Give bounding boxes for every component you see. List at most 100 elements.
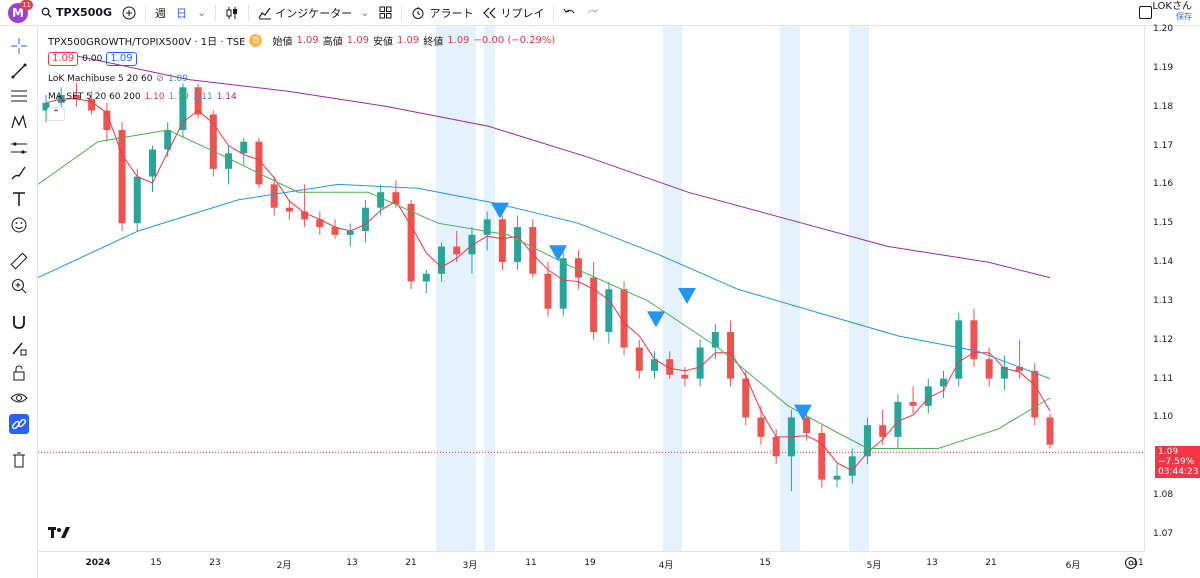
time-tick: 15 (150, 558, 162, 568)
top-toolbar: M 11 TPX500G 週 日 ⌄ インジケーター ⌄ (0, 0, 1200, 26)
redo-button[interactable] (581, 0, 604, 26)
projection-tool[interactable] (9, 138, 29, 158)
magnet-icon (13, 316, 25, 329)
chart-type-button[interactable] (220, 0, 244, 26)
candle-body (879, 425, 887, 437)
series-legend: TPX500GROWTH/TOPIX500V · 1日 · TSE D 始値 1.… (48, 33, 555, 48)
last-price-last-price: 1.09 (1158, 447, 1179, 458)
delete-tool[interactable] (9, 450, 29, 470)
hide-tool[interactable] (9, 388, 29, 408)
time-tick: 15 (759, 558, 771, 568)
eye-icon (10, 393, 28, 403)
settings-icon[interactable] (1124, 556, 1138, 570)
tv-logo-icon (48, 527, 70, 538)
replay-label: リプレイ (500, 6, 545, 20)
candle-body (863, 425, 871, 457)
crosshair-icon (11, 38, 27, 54)
replay-button[interactable]: リプレイ (478, 0, 549, 26)
candle-body (803, 417, 811, 433)
candle-body (772, 436, 780, 457)
interval-week[interactable]: 週 (155, 6, 167, 20)
candle-body (894, 401, 902, 437)
brush-tool[interactable] (9, 163, 29, 183)
undo-icon (564, 8, 575, 14)
candle-body (833, 475, 841, 480)
candle-body (985, 359, 993, 379)
undo-button[interactable] (558, 0, 581, 26)
interval-dropdown[interactable]: ⌄ (192, 0, 211, 26)
trendline-tool[interactable] (9, 61, 29, 81)
user-menu[interactable]: LOKさん 保存 (1152, 2, 1192, 22)
ma5-line (45, 98, 1051, 472)
candle-body (605, 289, 613, 332)
candle-body (438, 246, 446, 274)
chevron-up-icon: ⌃ (52, 109, 60, 119)
crosshair-tool[interactable] (9, 36, 29, 56)
indicators-label: インジケーター (275, 6, 353, 20)
change-value: −0.00 (−0.29%) (473, 35, 556, 46)
indicators-button[interactable]: インジケーター ⌄ (253, 0, 374, 26)
alert-button[interactable]: アラート (406, 0, 478, 26)
grid-icon (379, 6, 392, 19)
time-axis[interactable]: 2024 15 23 2月 13 21 3月 11 19 4月 15 5月 13 21 6月 11 (38, 551, 1144, 578)
interval-day[interactable]: 日 (176, 6, 188, 20)
divider (553, 4, 555, 21)
candle-body (483, 219, 491, 235)
candle-body (635, 347, 643, 371)
divider (215, 4, 217, 21)
candle-body (1000, 366, 1008, 379)
price-tick: 1.20 (1153, 24, 1174, 34)
emoji-tool[interactable] (9, 215, 29, 235)
candle-body (133, 176, 141, 224)
pattern-tool[interactable] (9, 112, 29, 132)
candle-body (924, 386, 932, 406)
candle-body (498, 219, 506, 263)
lock-drawing-tool[interactable] (9, 338, 29, 358)
collapse-legend-button[interactable]: ⌃ (47, 107, 65, 121)
compare-button[interactable] (117, 0, 141, 26)
candle-body (696, 347, 704, 379)
drawing-toolbar (0, 26, 38, 578)
candle-body (331, 227, 339, 235)
time-tick: 3月 (462, 561, 478, 571)
candle-body (666, 359, 674, 375)
projection-icon (11, 142, 27, 154)
text-tool[interactable] (9, 189, 29, 209)
buy-button[interactable]: 1.09 (106, 52, 137, 66)
open-value: 1.09 (296, 35, 319, 46)
series-title[interactable]: TPX500GROWTH/TOPIX500V · 1日 · TSE (48, 37, 246, 48)
candle-body (346, 231, 354, 235)
indicator-2-legend[interactable]: MA_SET 5 20 60 200 1.10 1.10 1.11 1.14 (48, 92, 237, 102)
spread-value: 0.00 (82, 54, 103, 64)
chevron-down-icon: ⌄ (360, 6, 370, 19)
layouts-button[interactable] (374, 0, 397, 26)
candle-body (742, 378, 750, 418)
price-axis[interactable]: 1.20 1.19 1.18 1.17 1.16 1.15 1.14 1.13 1.12 1.11… (1144, 24, 1200, 551)
candle-body (225, 153, 233, 169)
price-chart[interactable] (38, 26, 1144, 551)
fullscreen-checkbox[interactable] (1139, 6, 1152, 19)
last-price-countdown: 03:44:23 (1158, 467, 1199, 478)
search-icon (41, 7, 52, 18)
candle-body (529, 227, 537, 274)
text-icon (13, 192, 25, 206)
lock-tool[interactable] (9, 363, 29, 383)
fib-tool[interactable] (9, 86, 29, 106)
save-button[interactable]: 保存 (1176, 12, 1192, 21)
time-tick: 13 (926, 558, 938, 568)
measure-tool[interactable] (9, 251, 29, 271)
sell-button[interactable]: 1.09 (48, 52, 79, 66)
user-avatar[interactable]: M 11 (0, 0, 36, 26)
candle-body (194, 87, 202, 115)
zoom-tool[interactable] (9, 276, 29, 296)
indicator-1-value: 1.09 (167, 74, 189, 84)
signal-down-marker (491, 202, 509, 219)
sync-tool[interactable] (9, 414, 29, 434)
indicator-1-legend[interactable]: LoK Machibuse 5 20 60 ⊘ 1.09 (48, 74, 188, 84)
candle-body (559, 258, 567, 309)
candle-body (711, 332, 719, 348)
symbol-search[interactable]: TPX500G (36, 0, 117, 26)
magnet-tool[interactable] (9, 312, 29, 332)
price-tick: 1.10 (1153, 412, 1174, 423)
